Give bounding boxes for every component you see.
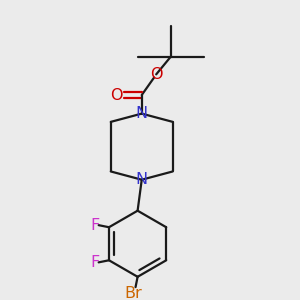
Text: N: N <box>136 106 148 121</box>
Text: Br: Br <box>124 286 142 300</box>
Text: F: F <box>90 218 99 233</box>
Text: O: O <box>110 88 122 103</box>
Text: F: F <box>90 255 99 270</box>
Text: N: N <box>136 172 148 187</box>
Text: O: O <box>150 67 162 82</box>
